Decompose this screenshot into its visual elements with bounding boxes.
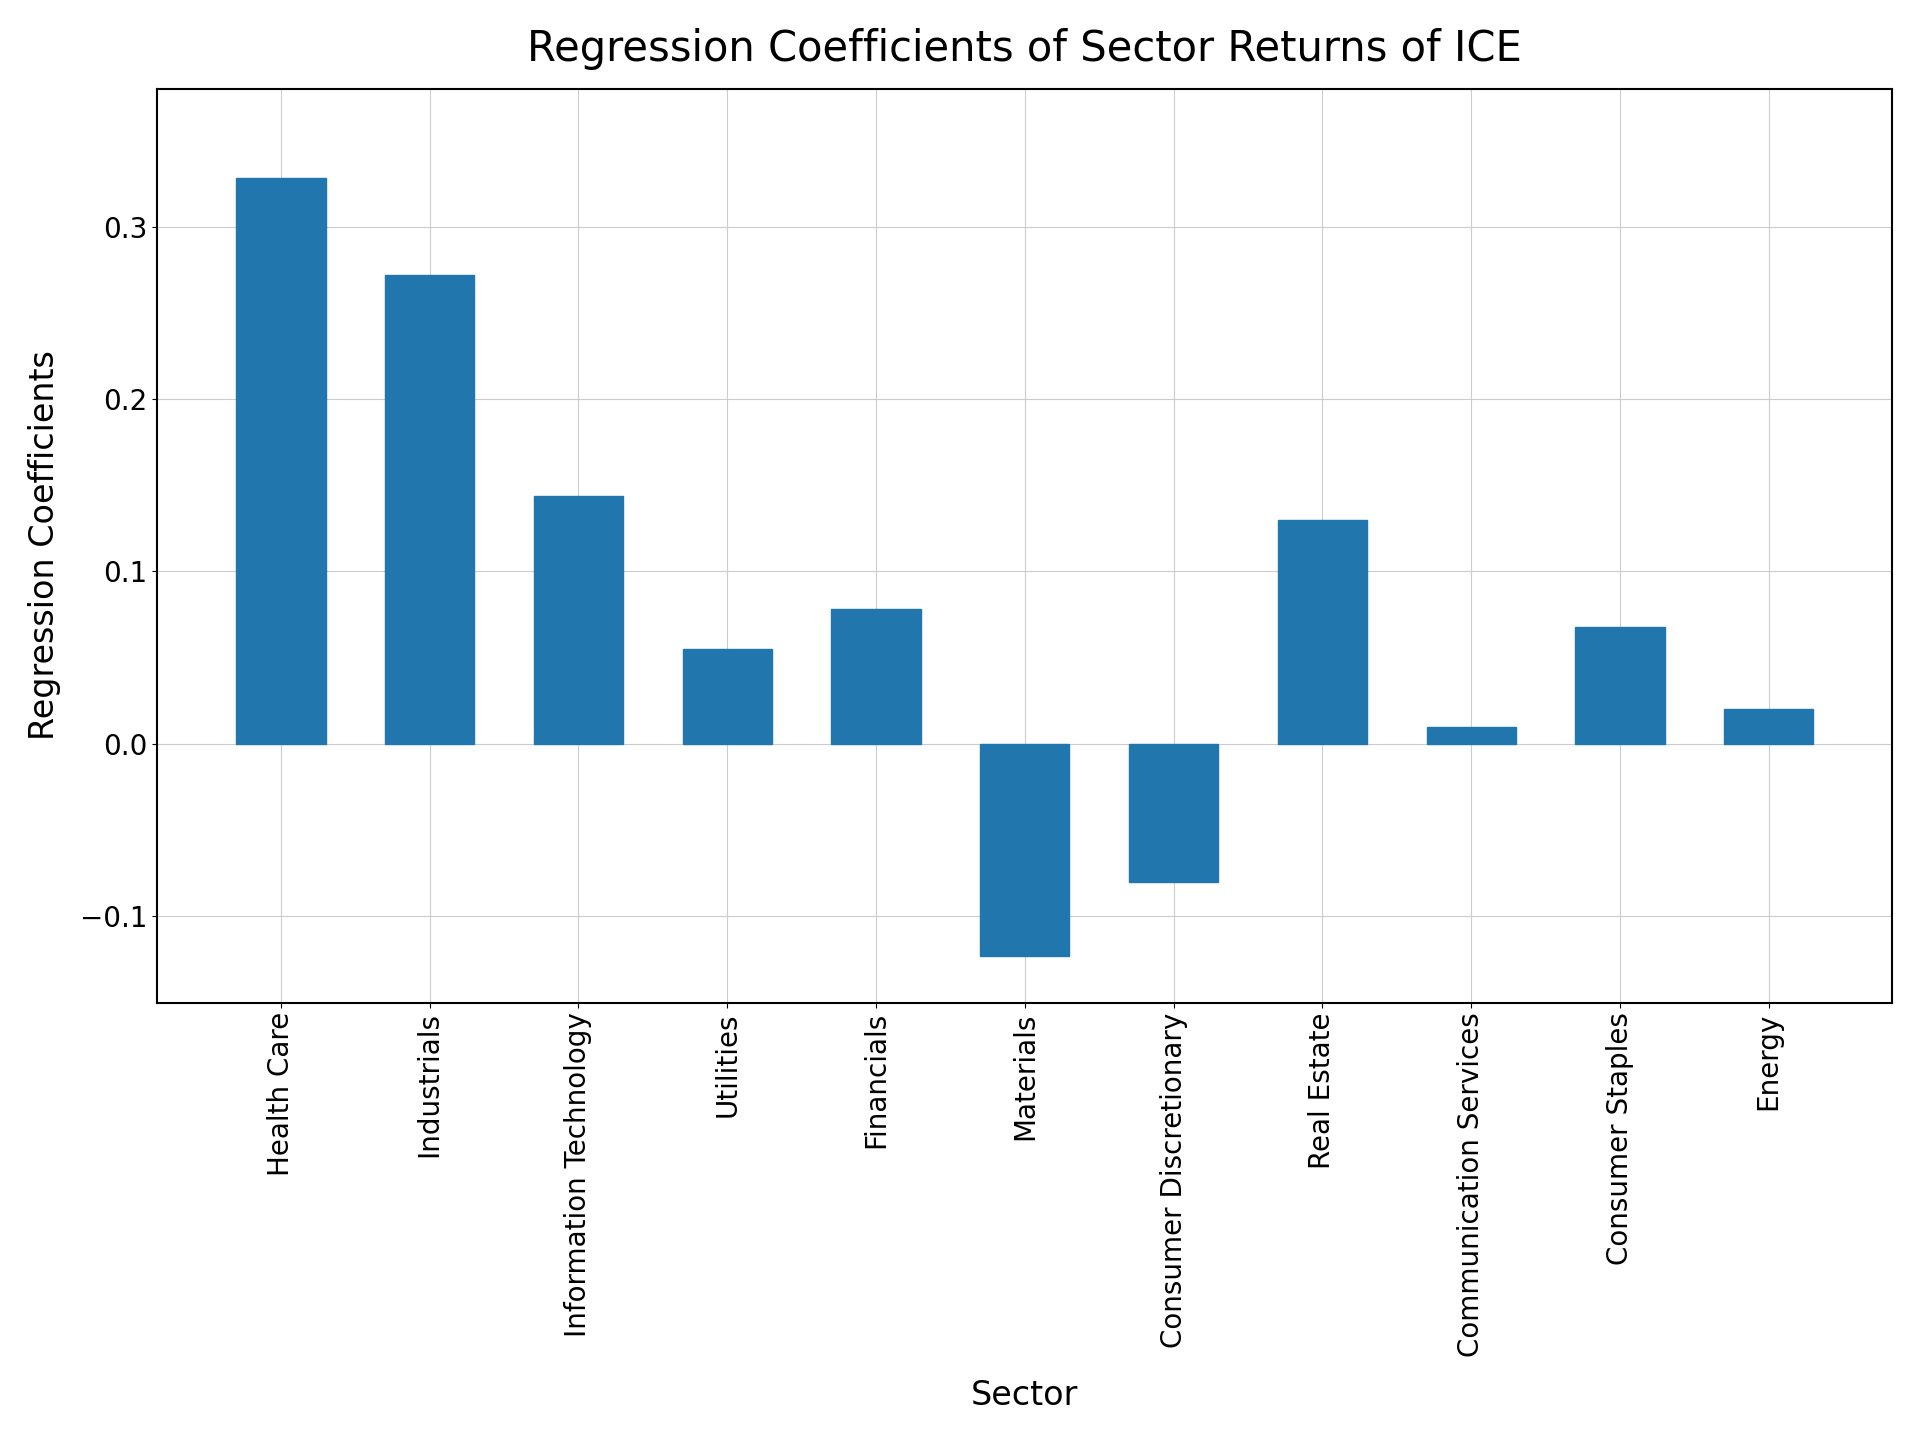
X-axis label: Sector: Sector [972, 1380, 1079, 1413]
Bar [981, 744, 1069, 956]
Bar [1129, 744, 1219, 881]
Y-axis label: Regression Coefficients: Regression Coefficients [27, 350, 61, 740]
Bar [1277, 520, 1367, 744]
Bar [1724, 710, 1812, 744]
Bar [684, 649, 772, 744]
Bar [386, 275, 474, 744]
Bar [831, 609, 922, 744]
Bar [1574, 626, 1665, 744]
Bar [236, 179, 326, 744]
Bar [1427, 727, 1515, 744]
Title: Regression Coefficients of Sector Returns of ICE: Regression Coefficients of Sector Return… [528, 27, 1523, 69]
Bar [534, 495, 624, 744]
